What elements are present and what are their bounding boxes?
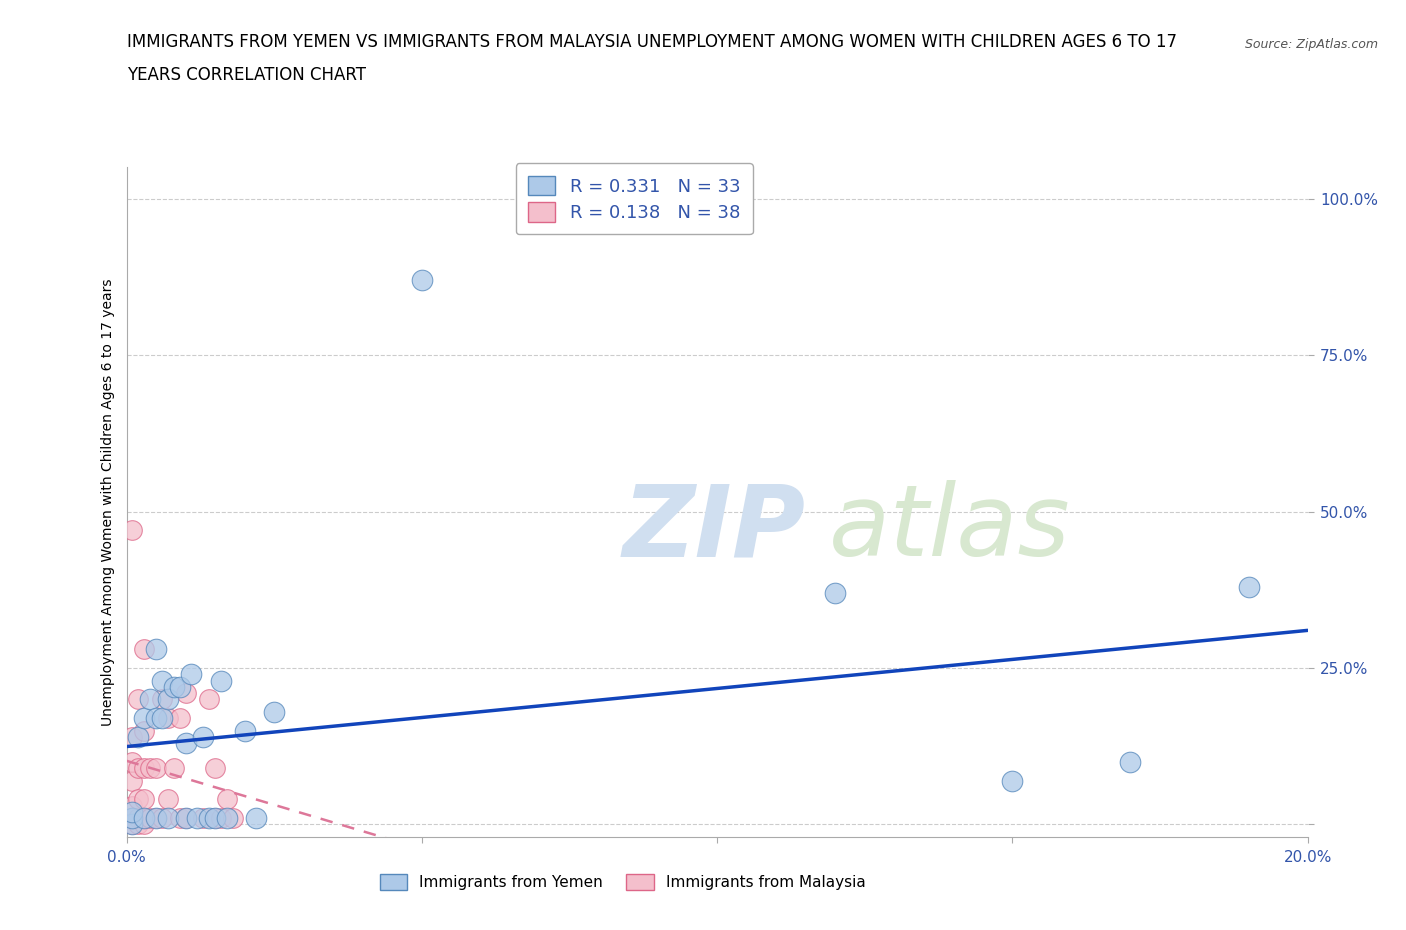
Point [134, 811, 156, 826]
Point [215, 792, 238, 807]
Point [121, 817, 143, 832]
Point [169, 811, 191, 826]
Point [150, 692, 173, 707]
Point [145, 811, 167, 826]
Point [134, 792, 156, 807]
Point [156, 792, 179, 807]
Point [150, 711, 173, 725]
Point [145, 711, 167, 725]
Point [198, 811, 221, 826]
Point [209, 811, 232, 826]
Point [121, 804, 143, 819]
Point [193, 729, 215, 744]
Point [1001, 773, 1024, 788]
Point [174, 736, 197, 751]
Y-axis label: Unemployment Among Women with Children Ages 6 to 17 years: Unemployment Among Women with Children A… [101, 278, 115, 726]
Point [263, 704, 285, 719]
Point [121, 811, 143, 826]
Point [193, 811, 215, 826]
Point [245, 811, 267, 826]
Point [145, 811, 167, 826]
Point [169, 711, 191, 725]
Text: ZIP: ZIP [623, 481, 806, 578]
Point [121, 754, 143, 769]
Text: atlas: atlas [830, 481, 1071, 578]
Point [121, 729, 143, 744]
Point [824, 586, 846, 601]
Point [174, 811, 197, 826]
Point [180, 667, 202, 682]
Point [163, 761, 186, 776]
Point [139, 692, 162, 707]
Point [134, 711, 156, 725]
Point [204, 811, 226, 826]
Point [134, 761, 156, 776]
Point [121, 798, 143, 813]
Point [156, 692, 179, 707]
Point [145, 761, 167, 776]
Point [163, 680, 186, 695]
Point [150, 811, 173, 826]
Text: Source: ZipAtlas.com: Source: ZipAtlas.com [1244, 38, 1378, 51]
Point [222, 811, 245, 826]
Point [134, 724, 156, 738]
Point [139, 811, 162, 826]
Point [127, 761, 149, 776]
Point [127, 811, 149, 826]
Point [198, 692, 221, 707]
Point [121, 817, 143, 832]
Point [127, 792, 149, 807]
Point [204, 761, 226, 776]
Point [411, 272, 433, 287]
Point [150, 673, 173, 688]
Text: YEARS CORRELATION CHART: YEARS CORRELATION CHART [127, 66, 366, 84]
Point [186, 811, 208, 826]
Point [127, 817, 149, 832]
Legend: Immigrants from Yemen, Immigrants from Malaysia: Immigrants from Yemen, Immigrants from M… [374, 868, 872, 897]
Point [127, 692, 149, 707]
Point [209, 673, 232, 688]
Text: IMMIGRANTS FROM YEMEN VS IMMIGRANTS FROM MALAYSIA UNEMPLOYMENT AMONG WOMEN WITH : IMMIGRANTS FROM YEMEN VS IMMIGRANTS FROM… [127, 33, 1177, 51]
Point [121, 523, 143, 538]
Point [134, 642, 156, 657]
Point [169, 680, 191, 695]
Point [121, 811, 143, 826]
Point [134, 811, 156, 826]
Point [121, 773, 143, 788]
Point [134, 817, 156, 832]
Point [139, 761, 162, 776]
Point [1237, 579, 1260, 594]
Point [156, 711, 179, 725]
Point [1119, 754, 1142, 769]
Point [145, 642, 167, 657]
Point [174, 685, 197, 700]
Point [233, 724, 256, 738]
Point [127, 729, 149, 744]
Point [156, 811, 179, 826]
Point [174, 811, 197, 826]
Point [215, 811, 238, 826]
Point [204, 811, 226, 826]
